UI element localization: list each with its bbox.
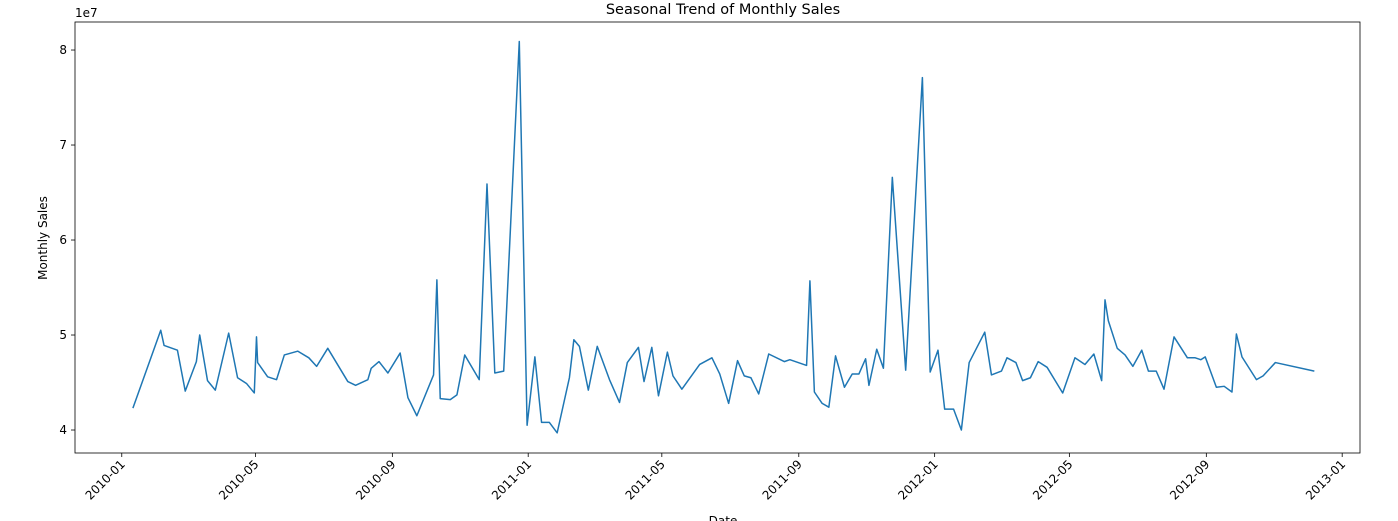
y-tick-label: 6 — [59, 233, 67, 247]
y-offset-label: 1e7 — [75, 6, 98, 20]
x-tick-label: 2011-01 — [489, 457, 534, 502]
y-axis-label: Monthly Sales — [36, 196, 50, 280]
chart-title: Seasonal Trend of Monthly Sales — [606, 2, 840, 18]
x-tick-label: 2012-05 — [1030, 457, 1075, 502]
y-tick-label: 8 — [59, 43, 67, 57]
y-tick-label: 7 — [59, 138, 67, 152]
x-tick-label: 2013-01 — [1303, 457, 1348, 502]
x-tick-label: 2010-05 — [216, 457, 261, 502]
x-axis-label: Date — [709, 514, 738, 521]
x-tick-label: 2011-09 — [760, 457, 805, 502]
x-tick-label: 2012-09 — [1167, 457, 1212, 502]
x-tick-label: 2010-09 — [353, 457, 398, 502]
plot-frame — [74, 21, 1361, 454]
x-tick-label: 2010-01 — [83, 457, 128, 502]
line-series — [132, 40, 1315, 434]
x-tick-label: 2011-05 — [623, 457, 668, 502]
y-tick-label: 5 — [59, 328, 67, 342]
y-tick-label: 4 — [59, 423, 67, 437]
x-tick-label: 2012-01 — [895, 457, 940, 502]
